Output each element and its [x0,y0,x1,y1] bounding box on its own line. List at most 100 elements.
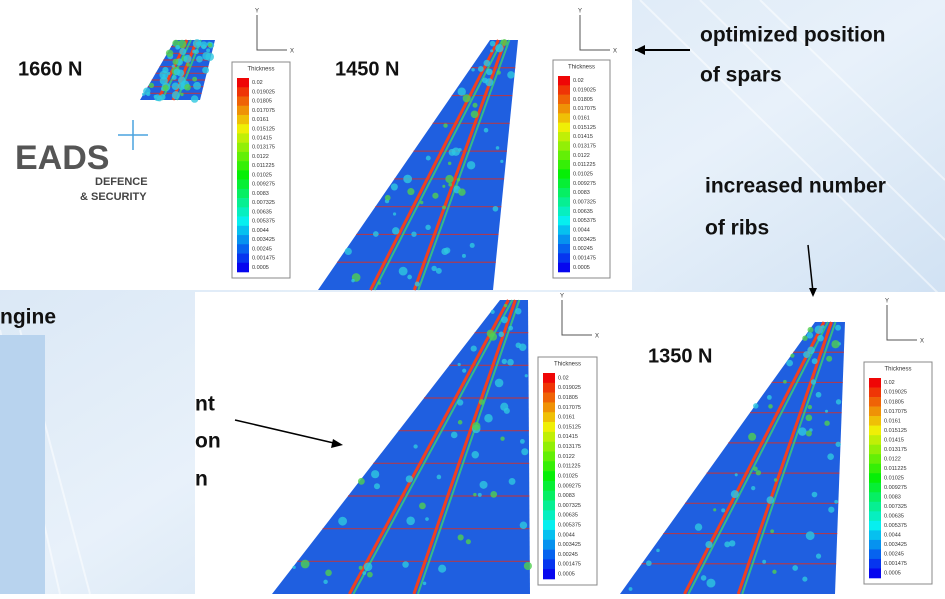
patch [338,517,347,526]
legend-swatch [558,216,570,226]
patch [149,83,154,88]
legend-value: 0.01025 [558,473,578,479]
axis-label: Y [560,294,564,300]
patch [458,420,463,425]
patch [458,363,461,366]
legend-value: 0.011225 [573,162,596,168]
legend-swatch [869,568,881,578]
patch [175,45,180,50]
logo-sub: & SECURITY [80,191,147,203]
patch [186,63,190,67]
legend-swatch [558,263,570,273]
patch [378,281,381,284]
legend-value: 0.001475 [558,562,581,568]
legend-value: 0.0083 [884,495,901,501]
legend-value: 0.005375 [573,218,596,224]
patch [359,566,363,570]
legend-value: 0.005375 [558,523,581,529]
legend-value: 0.0044 [252,228,269,234]
patch [445,175,453,183]
legend-swatch [237,124,249,134]
patch [472,451,479,458]
patch [441,248,448,255]
patch [470,243,475,248]
patch [836,399,841,404]
legend-swatch [237,87,249,97]
legend-swatch [237,217,249,227]
legend-value: 0.011225 [884,466,907,472]
patch [812,492,818,498]
patch [753,403,758,408]
legend-value: 0.0122 [573,153,590,159]
legend-swatch [237,198,249,208]
legend-value: 0.0122 [884,456,901,462]
legend-value: 0.0005 [252,265,269,271]
legend-value: 0.0005 [573,265,590,271]
legend-value: 0.001475 [573,255,596,261]
legend-swatch [543,530,555,540]
legend-value: 0.005375 [252,219,275,225]
legend-value: 0.00635 [558,513,578,519]
patch [448,183,452,187]
legend-value: 0.003425 [558,542,581,548]
patch [834,500,838,504]
patch [762,560,766,564]
legend-value: 0.003425 [252,237,275,243]
legend-value: 0.011225 [252,163,275,169]
patch [451,432,458,439]
patch [467,161,475,169]
legend-swatch [237,78,249,88]
legend-swatch [869,502,881,512]
patch [812,358,818,364]
legend-value: 0.0083 [558,493,575,499]
legend-value: 0.017075 [558,405,581,411]
callout: increased number [705,175,886,198]
axis-label: X [595,334,599,340]
legend-swatch [558,123,570,133]
patch [420,201,423,204]
legend-swatch [543,491,555,501]
legend-value: 0.0122 [558,454,575,460]
patch [466,539,471,544]
patch [497,70,501,74]
patch [437,475,442,480]
patch [362,571,366,575]
patch [462,369,466,373]
patch [507,71,514,78]
patch [816,554,821,559]
patch [196,42,200,46]
legend-swatch [869,445,881,455]
legend-swatch [543,402,555,412]
patch [351,279,354,282]
legend-swatch [558,253,570,263]
legend-value: 0.019025 [573,87,596,93]
legend-swatch [869,416,881,426]
legend-value: 0.0161 [573,115,590,121]
legend-value: 0.01805 [558,395,578,401]
patch [425,517,429,521]
patch [458,188,466,196]
patch [735,473,738,476]
patch [407,275,412,280]
legend-swatch [558,207,570,217]
legend-value: 0.017075 [884,409,907,415]
patch [500,437,504,441]
patch [495,44,503,52]
patch [496,146,500,150]
patch [163,85,169,91]
patch [457,178,461,182]
patch [438,565,446,573]
patch [629,587,633,591]
patch [472,422,480,430]
patch [772,570,776,574]
patch [524,562,532,570]
legend-swatch [869,549,881,559]
patch [816,392,822,398]
patch [499,332,504,337]
legend-swatch [543,471,555,481]
patch [501,316,508,323]
legend-swatch [558,188,570,198]
patch [798,427,806,435]
patch [520,439,525,444]
patch [208,43,212,47]
